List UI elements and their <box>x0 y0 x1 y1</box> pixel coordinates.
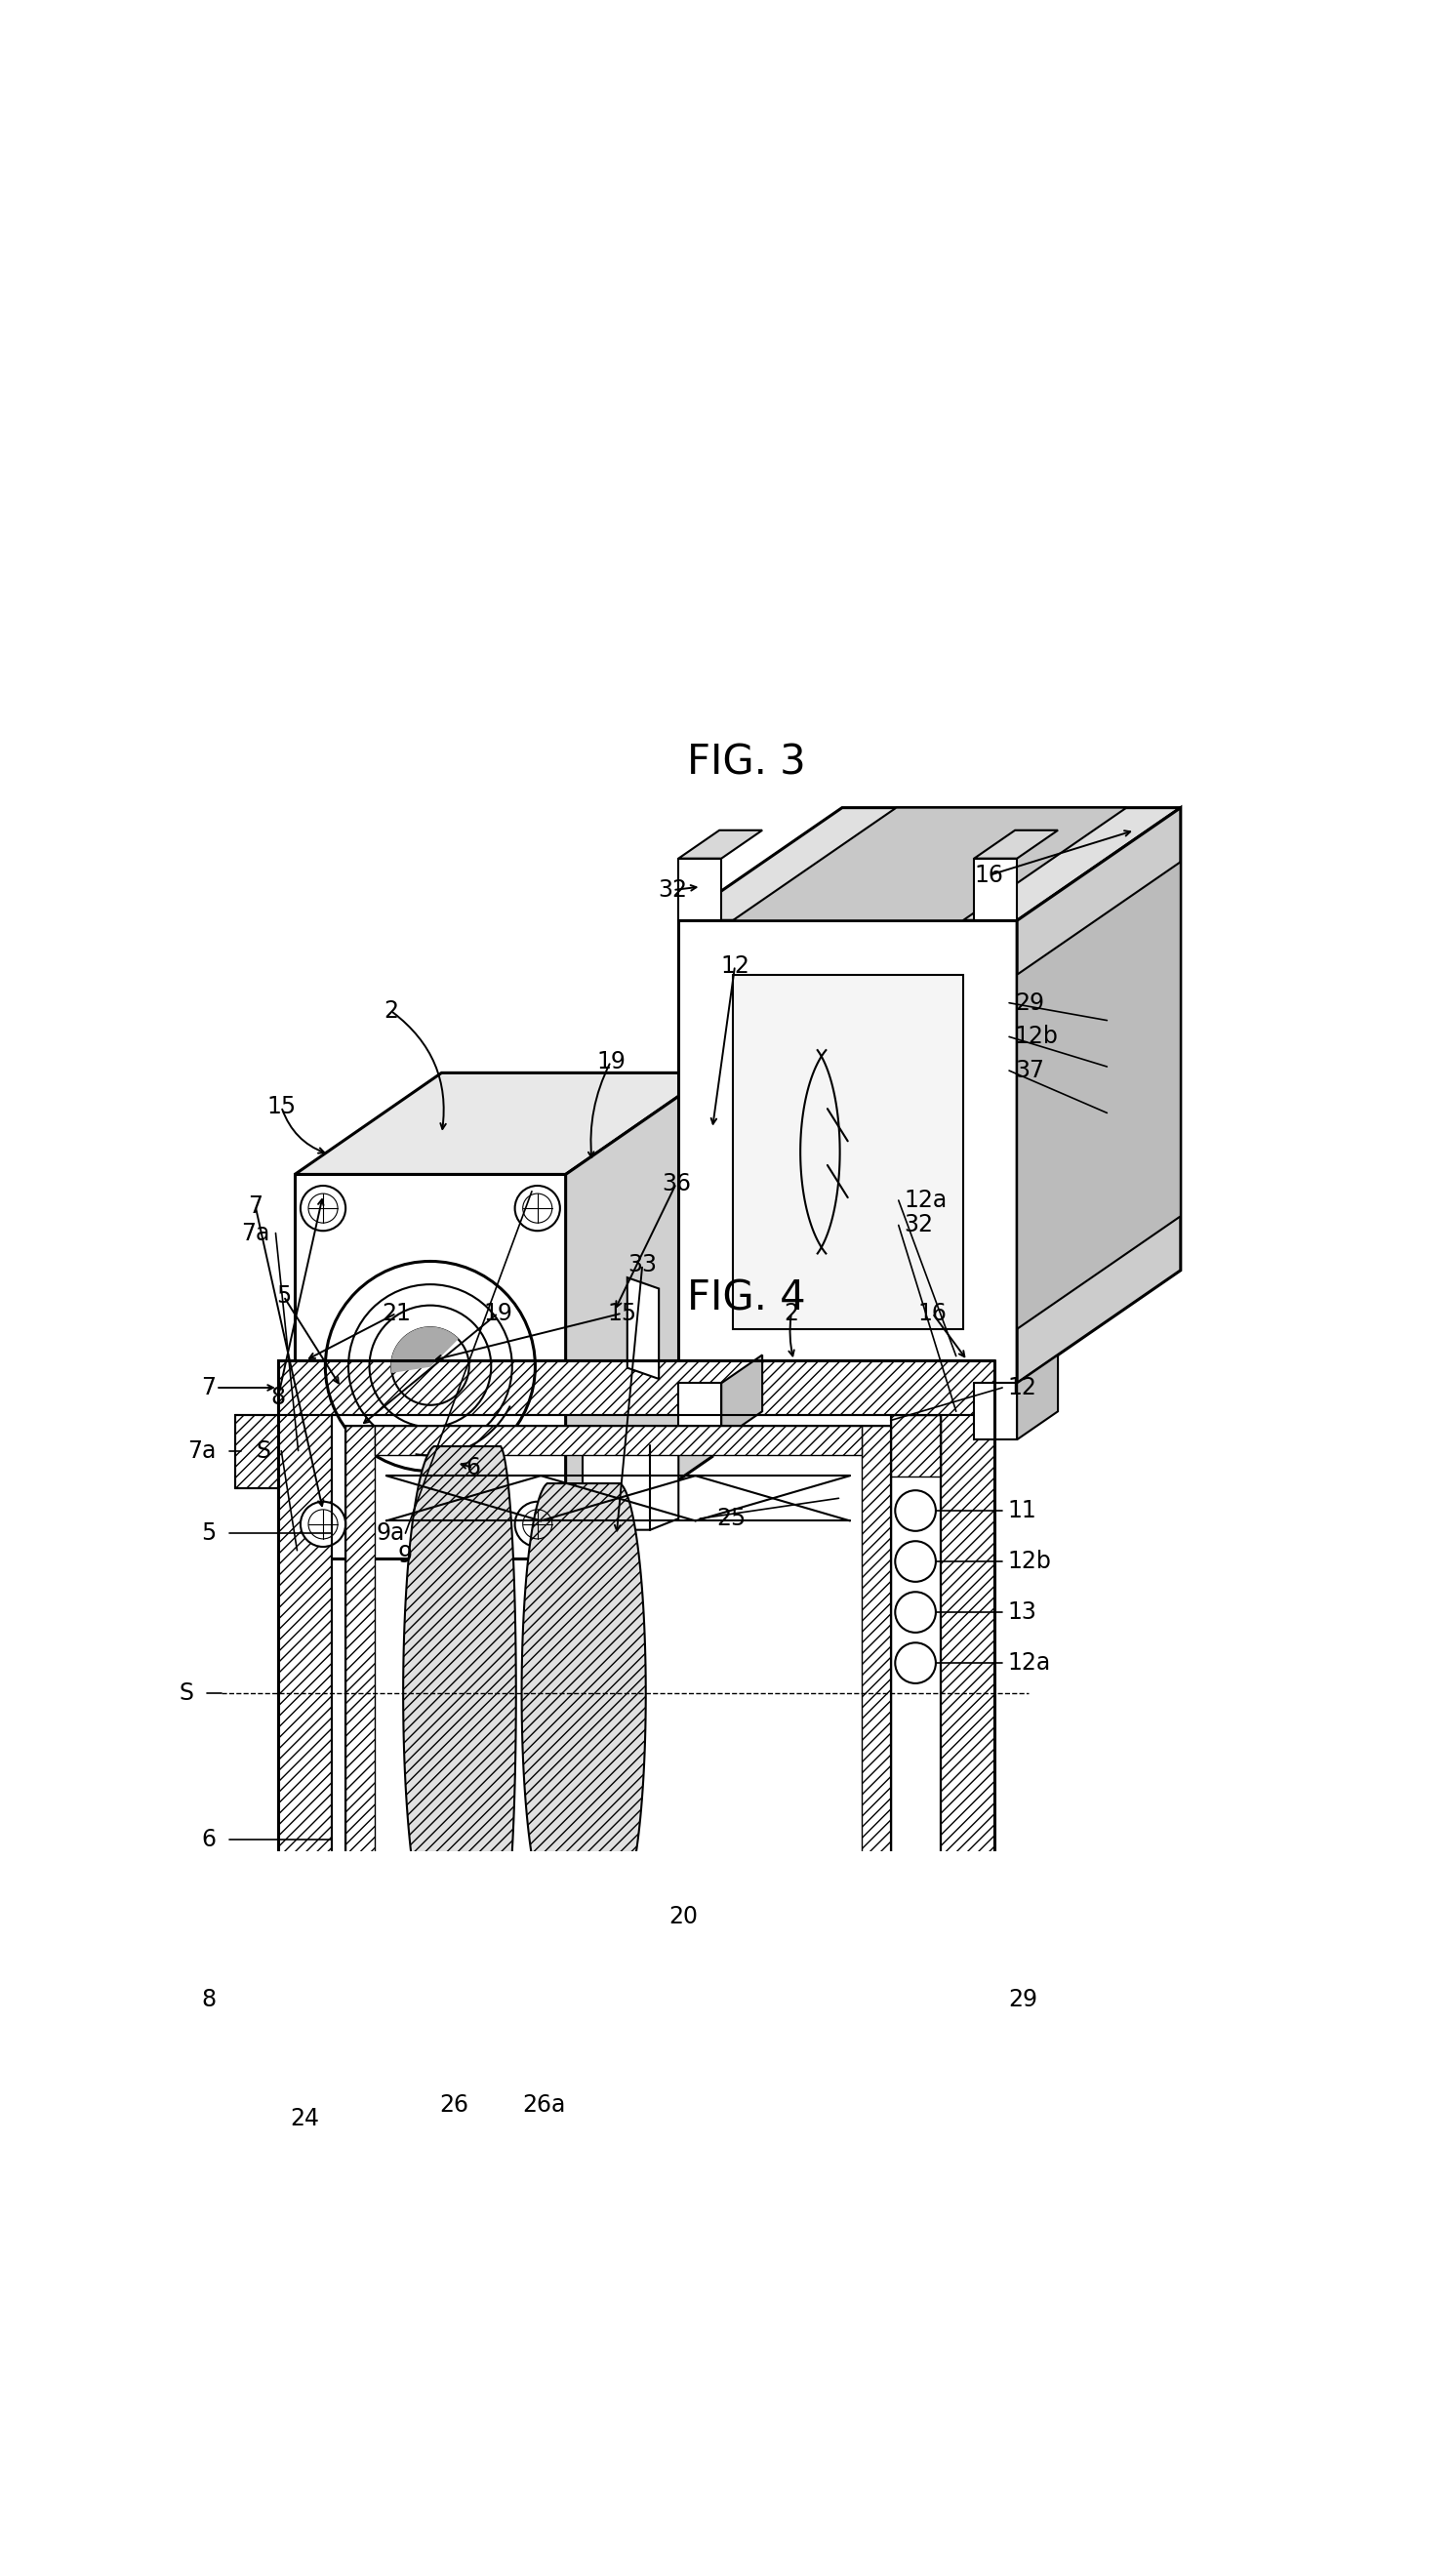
Text: 12: 12 <box>721 953 750 976</box>
Text: 29: 29 <box>1008 1988 1037 2011</box>
Circle shape <box>300 1501 345 1547</box>
Text: 15: 15 <box>607 1303 636 1325</box>
Text: 11: 11 <box>1008 1499 1037 1522</box>
Polygon shape <box>565 1073 712 1557</box>
Text: 24: 24 <box>290 2108 320 2131</box>
Text: 6: 6 <box>201 1828 215 1851</box>
Polygon shape <box>386 2026 850 2080</box>
Polygon shape <box>1016 808 1181 1384</box>
Polygon shape <box>234 1415 278 1489</box>
Circle shape <box>895 1642 936 1682</box>
Circle shape <box>515 1501 561 1547</box>
Text: 9: 9 <box>397 1545 412 1568</box>
Text: 7: 7 <box>201 1376 215 1399</box>
Polygon shape <box>376 1425 862 1455</box>
Text: 9a: 9a <box>377 1522 405 1545</box>
Text: S: S <box>179 1682 194 1705</box>
Text: 16: 16 <box>917 1303 946 1325</box>
Text: 21: 21 <box>381 1303 411 1325</box>
Polygon shape <box>345 1425 376 1960</box>
Polygon shape <box>376 1932 862 1960</box>
Polygon shape <box>1016 1356 1059 1440</box>
Text: 12b: 12b <box>1015 1025 1059 1048</box>
Text: 6: 6 <box>466 1455 480 1478</box>
Text: 12a: 12a <box>904 1188 948 1213</box>
Polygon shape <box>974 831 1059 859</box>
Text: 26a: 26a <box>523 2093 566 2118</box>
Text: 20: 20 <box>668 1904 699 1930</box>
Text: 12b: 12b <box>1008 1550 1051 1573</box>
Text: 37: 37 <box>1015 1058 1044 1083</box>
Text: 13: 13 <box>1008 1601 1037 1624</box>
Text: 15: 15 <box>266 1096 296 1119</box>
Text: 26: 26 <box>440 2093 469 2118</box>
Text: 12a: 12a <box>1008 1652 1051 1675</box>
Text: 32: 32 <box>658 879 687 902</box>
Text: 16: 16 <box>974 864 1003 887</box>
Text: 8: 8 <box>201 1988 215 2011</box>
Polygon shape <box>628 1277 660 1379</box>
Polygon shape <box>403 1445 515 1940</box>
Polygon shape <box>732 808 1127 920</box>
Text: 7: 7 <box>248 1195 262 1218</box>
Circle shape <box>515 1185 561 1231</box>
Polygon shape <box>1016 862 1181 1328</box>
Text: 2: 2 <box>783 1303 799 1325</box>
Polygon shape <box>721 1356 763 1440</box>
Text: 2: 2 <box>383 999 397 1022</box>
Polygon shape <box>678 859 721 920</box>
Text: 7a: 7a <box>188 1440 215 1463</box>
Polygon shape <box>294 1073 712 1175</box>
Text: 19: 19 <box>483 1303 513 1325</box>
Text: 29: 29 <box>1015 992 1044 1015</box>
Polygon shape <box>678 808 1181 920</box>
Polygon shape <box>278 2026 332 2072</box>
Polygon shape <box>278 1973 994 2026</box>
Polygon shape <box>678 1384 721 1440</box>
Text: 8: 8 <box>271 1387 285 1410</box>
Text: 5: 5 <box>277 1285 291 1308</box>
Text: 12: 12 <box>1008 1376 1037 1399</box>
Text: 33: 33 <box>628 1254 657 1277</box>
Polygon shape <box>234 1899 278 1973</box>
Polygon shape <box>974 859 1016 920</box>
Circle shape <box>300 1185 345 1231</box>
Text: FIG. 3: FIG. 3 <box>687 742 805 783</box>
Polygon shape <box>678 831 763 859</box>
Polygon shape <box>891 1909 941 1973</box>
Polygon shape <box>392 1328 457 1371</box>
Polygon shape <box>294 1175 565 1557</box>
Polygon shape <box>974 1384 1016 1440</box>
Text: S: S <box>256 1440 271 1463</box>
Polygon shape <box>278 1361 994 1415</box>
Polygon shape <box>521 1484 646 1904</box>
Text: 32: 32 <box>904 1213 933 1236</box>
Text: 25: 25 <box>716 1506 745 1529</box>
Circle shape <box>895 1491 936 1532</box>
Polygon shape <box>891 1415 941 1476</box>
Polygon shape <box>891 2026 941 2072</box>
Polygon shape <box>278 1415 332 1973</box>
Text: 36: 36 <box>661 1173 692 1195</box>
Polygon shape <box>732 974 962 1328</box>
Polygon shape <box>678 920 1016 1384</box>
Circle shape <box>895 1593 936 1631</box>
Polygon shape <box>941 1415 994 1973</box>
Polygon shape <box>862 1425 891 1960</box>
Text: 5: 5 <box>201 1522 215 1545</box>
Polygon shape <box>582 1435 678 1529</box>
Text: FIG. 4: FIG. 4 <box>687 1277 805 1318</box>
Text: 19: 19 <box>596 1050 626 1073</box>
Text: 7a: 7a <box>242 1221 269 1244</box>
Circle shape <box>895 1542 936 1583</box>
